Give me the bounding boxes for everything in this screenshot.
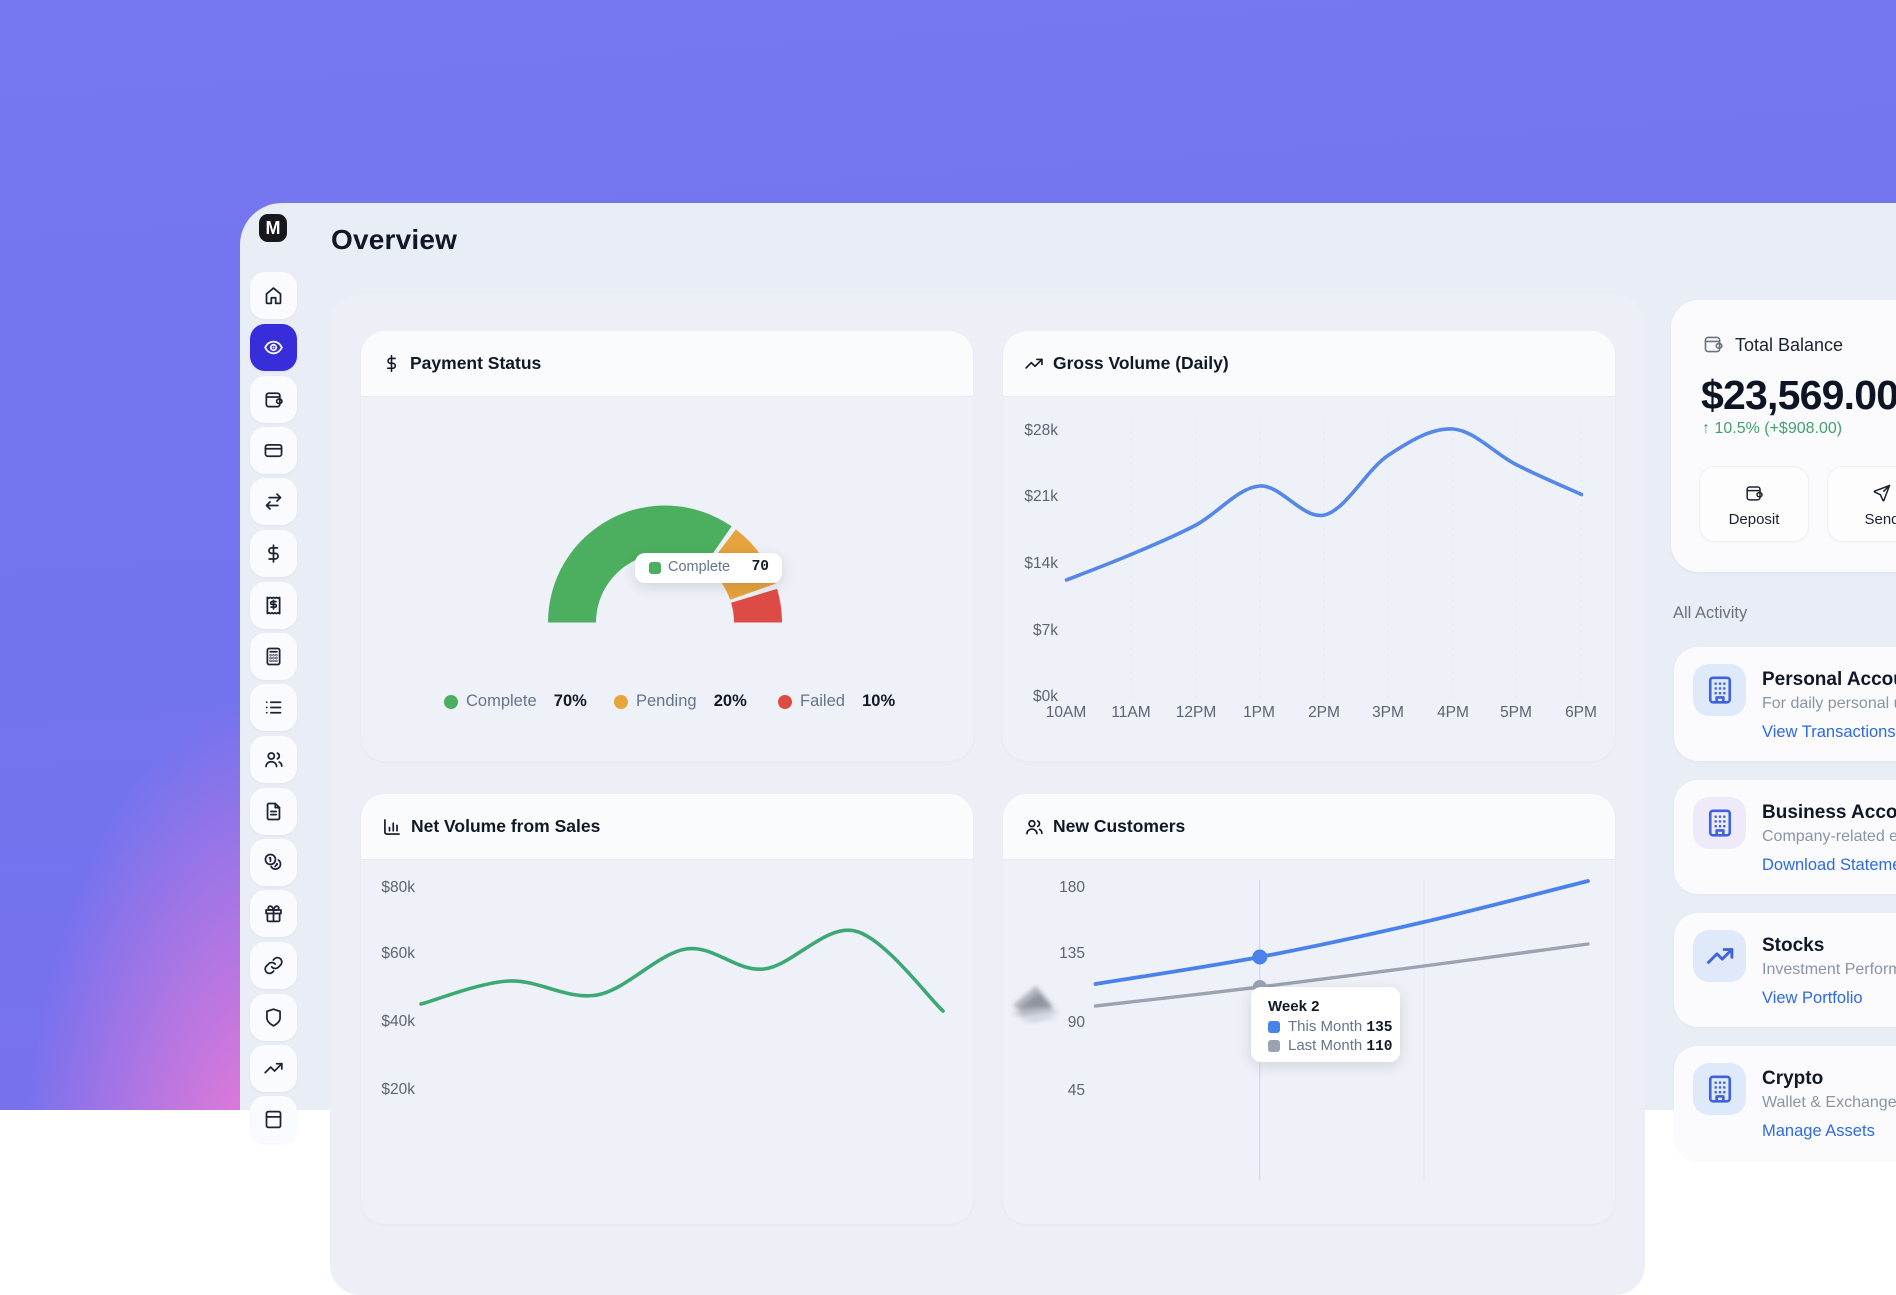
svg-text:3PM: 3PM [1372, 704, 1404, 721]
svg-text:$60k: $60k [381, 945, 415, 962]
svg-text:135: 135 [1059, 945, 1085, 962]
svg-text:12PM: 12PM [1176, 704, 1217, 721]
svg-text:11AM: 11AM [1111, 704, 1150, 721]
svg-text:10AM: 10AM [1046, 704, 1087, 721]
svg-text:180: 180 [1059, 879, 1085, 896]
svg-text:$80k: $80k [381, 879, 415, 896]
svg-text:$40k: $40k [381, 1013, 415, 1030]
svg-text:$20k: $20k [381, 1081, 415, 1098]
svg-text:6PM: 6PM [1565, 704, 1597, 721]
svg-text:$28k: $28k [1024, 422, 1058, 439]
svg-text:45: 45 [1068, 1082, 1085, 1099]
svg-text:90: 90 [1068, 1014, 1086, 1031]
svg-text:1PM: 1PM [1243, 704, 1275, 721]
svg-text:$7k: $7k [1033, 622, 1058, 639]
svg-text:2PM: 2PM [1308, 704, 1340, 721]
svg-text:5PM: 5PM [1500, 704, 1532, 721]
svg-text:$21k: $21k [1024, 488, 1058, 505]
svg-text:$0k: $0k [1033, 688, 1058, 705]
svg-text:4PM: 4PM [1437, 704, 1469, 721]
svg-text:$14k: $14k [1024, 555, 1058, 572]
